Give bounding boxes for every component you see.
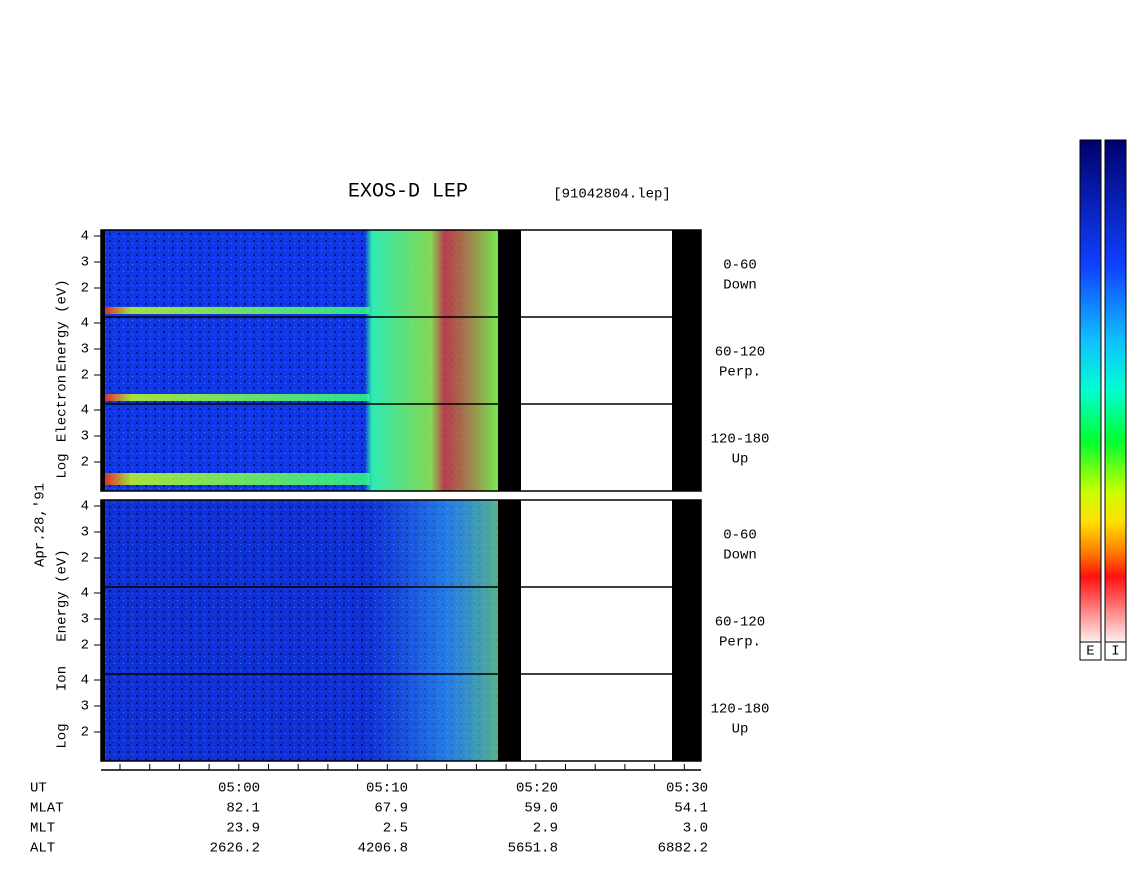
row-value: 05:10 <box>366 781 408 797</box>
row-label: MLAT <box>30 801 64 817</box>
row-value: 4206.8 <box>358 841 408 857</box>
y-tick-label: 4 <box>81 499 89 515</box>
y-tick-label: 2 <box>81 281 89 297</box>
spectrogram-hot <box>365 317 498 404</box>
row-value: 05:30 <box>666 781 708 797</box>
axis-label: Log <box>55 723 71 748</box>
data-gap <box>498 230 521 491</box>
pitch-angle: 60-120 <box>715 615 765 631</box>
y-tick-label: 2 <box>81 455 89 471</box>
direction: Perp. <box>719 365 761 381</box>
pitch-angle: 0-60 <box>723 528 757 544</box>
y-tick-label: 3 <box>81 699 89 715</box>
y-tick-label: 2 <box>81 551 89 567</box>
color-bar-label-box <box>1104 641 1127 661</box>
pitch-angle: 60-120 <box>715 345 765 361</box>
y-tick-label: 3 <box>81 525 89 541</box>
spectrogram-low <box>105 307 370 314</box>
row-value: 3.0 <box>683 821 708 837</box>
pitch-angle: 0-60 <box>723 258 757 274</box>
color-bar <box>1079 139 1102 643</box>
date: Apr.28,'91 <box>33 483 49 567</box>
row-value: 6882.2 <box>658 841 708 857</box>
color-bar-label: I <box>1111 644 1119 660</box>
y-tick-label: 3 <box>81 612 89 628</box>
color-bar-label: E <box>1086 644 1094 660</box>
row-label: ALT <box>30 841 55 857</box>
pitch-angle: 120-180 <box>711 702 770 718</box>
y-tick-label: 3 <box>81 342 89 358</box>
row-value: 2.9 <box>533 821 558 837</box>
direction: Up <box>732 722 749 738</box>
row-value: 5651.8 <box>508 841 558 857</box>
spectrogram-low <box>105 394 370 401</box>
spectrogram-low <box>105 473 370 485</box>
left-edge <box>101 230 105 491</box>
axis-label: Ion <box>55 666 71 691</box>
file-name: [91042804.lep] <box>553 187 671 203</box>
row-value: 2.5 <box>383 821 408 837</box>
row-value: 2626.2 <box>210 841 260 857</box>
row-label: MLT <box>30 821 55 837</box>
color-bar <box>1104 139 1127 643</box>
left-edge <box>101 500 105 761</box>
spectrogram-hot <box>365 587 498 674</box>
y-tick-label: 2 <box>81 725 89 741</box>
direction: Down <box>723 548 757 564</box>
axis-label: Energy (eV) <box>55 279 71 371</box>
frame <box>100 229 702 492</box>
axis-label: Log <box>55 453 71 478</box>
row-value: 54.1 <box>674 801 708 817</box>
y-tick-label: 3 <box>81 429 89 445</box>
direction: Up <box>732 452 749 468</box>
y-tick-label: 2 <box>81 638 89 654</box>
frame <box>100 499 702 762</box>
row-value: 82.1 <box>226 801 260 817</box>
row-value: 67.9 <box>374 801 408 817</box>
y-tick-label: 4 <box>81 229 89 245</box>
y-tick-label: 4 <box>81 673 89 689</box>
row-label: UT <box>30 781 47 797</box>
y-tick-label: 4 <box>81 316 89 332</box>
pitch-angle: 120-180 <box>711 432 770 448</box>
y-tick-label: 4 <box>81 403 89 419</box>
axis-label: Electron <box>55 375 71 442</box>
spectrogram-hot <box>365 500 498 587</box>
axis-label: Energy (eV) <box>55 549 71 641</box>
y-tick-label: 3 <box>81 255 89 271</box>
y-tick-label: 4 <box>81 586 89 602</box>
data-gap <box>672 230 701 491</box>
y-tick-label: 2 <box>81 368 89 384</box>
row-value: 05:20 <box>516 781 558 797</box>
row-value: 05:00 <box>218 781 260 797</box>
direction: Perp. <box>719 635 761 651</box>
data-gap <box>498 500 521 761</box>
row-value: 59.0 <box>524 801 558 817</box>
spectrogram-hot <box>365 404 498 491</box>
spectrogram-hot <box>365 230 498 317</box>
data-gap <box>672 500 701 761</box>
title: EXOS-D LEP <box>348 180 468 203</box>
row-value: 23.9 <box>226 821 260 837</box>
direction: Down <box>723 278 757 294</box>
color-bar-label-box <box>1079 641 1102 661</box>
spectrogram-hot <box>365 674 498 761</box>
